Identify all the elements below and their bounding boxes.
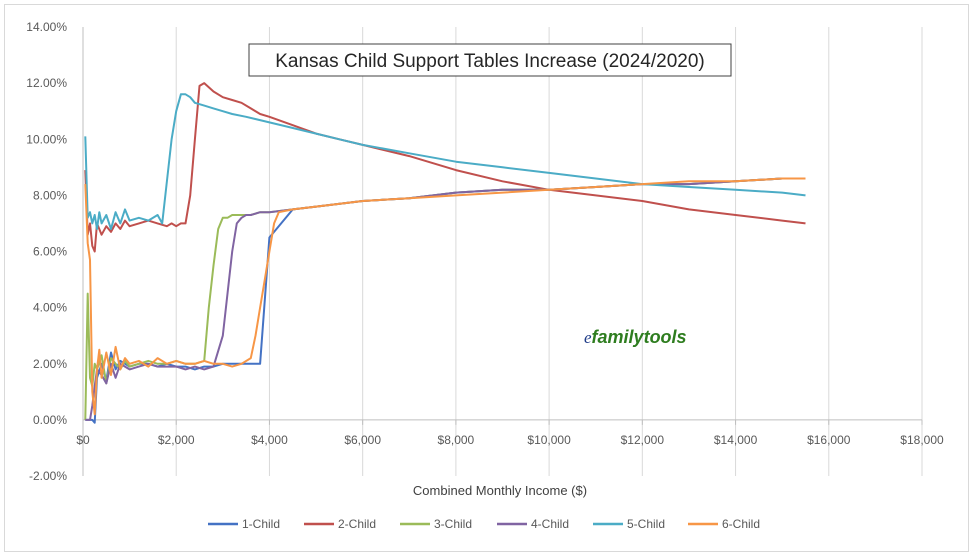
x-tick-label: $14,000 bbox=[714, 433, 758, 447]
series-line-6-child bbox=[84, 177, 806, 416]
legend-item-4-child: 4-Child bbox=[497, 517, 569, 531]
legend-label: 5-Child bbox=[627, 517, 665, 531]
y-tick-label: 10.00% bbox=[26, 132, 67, 146]
legend-label: 1-Child bbox=[242, 517, 280, 531]
x-tick-label: $8,000 bbox=[438, 433, 475, 447]
legend: 1-Child 2-Child 3-Child 4-Child 5-Child 6-Chi… bbox=[208, 517, 760, 531]
x-axis-title: Combined Monthly Income ($) bbox=[413, 483, 587, 498]
watermark-text: familytools bbox=[592, 327, 687, 347]
grid-lines bbox=[82, 27, 923, 476]
series-line-1-child bbox=[85, 177, 806, 424]
legend-item-2-child: 2-Child bbox=[304, 517, 376, 531]
y-tick-label: 12.00% bbox=[26, 76, 67, 90]
x-tick-label: $16,000 bbox=[807, 433, 851, 447]
legend-item-6-child: 6-Child bbox=[688, 517, 760, 531]
chart-title: Kansas Child Support Tables Increase (20… bbox=[248, 43, 732, 77]
watermark-e: e bbox=[584, 328, 592, 347]
series-line-2-child bbox=[84, 82, 806, 253]
y-tick-label: 2.00% bbox=[33, 357, 67, 371]
x-axis: $0 $2,000 $4,000 $6,000 $8,000 $10,000 $12,000… bbox=[76, 419, 944, 447]
legend-label: 6-Child bbox=[722, 517, 760, 531]
series-line-4-child bbox=[85, 177, 806, 421]
x-tick-label: $10,000 bbox=[527, 433, 571, 447]
svg-text:efamilytools: efamilytools bbox=[584, 327, 687, 347]
legend-label: 4-Child bbox=[531, 517, 569, 531]
series-line-5-child bbox=[84, 93, 806, 230]
legend-item-1-child: 1-Child bbox=[208, 517, 280, 531]
chart-frame bbox=[4, 4, 969, 552]
y-tick-label: 8.00% bbox=[33, 188, 67, 202]
legend-label: 2-Child bbox=[338, 517, 376, 531]
x-tick-label: $2,000 bbox=[158, 433, 195, 447]
series-lines bbox=[84, 82, 806, 424]
y-axis: -2.00% 0.00% 2.00% 4.00% 6.00% 8.00% 10.00% 12.… bbox=[26, 20, 67, 483]
x-tick-label: $6,000 bbox=[344, 433, 381, 447]
legend-item-5-child: 5-Child bbox=[593, 517, 665, 531]
x-tick-label: $12,000 bbox=[621, 433, 665, 447]
x-tick-label: $0 bbox=[76, 433, 90, 447]
y-tick-label: 14.00% bbox=[26, 20, 67, 34]
y-tick-label: 4.00% bbox=[33, 301, 67, 315]
chart-title-text: Kansas Child Support Tables Increase (20… bbox=[275, 51, 705, 72]
legend-item-3-child: 3-Child bbox=[400, 517, 472, 531]
legend-label: 3-Child bbox=[434, 517, 472, 531]
y-tick-label: 0.00% bbox=[33, 413, 67, 427]
x-tick-label: $4,000 bbox=[251, 433, 288, 447]
watermark-logo: efamilytools bbox=[584, 327, 687, 347]
x-tick-label: $18,000 bbox=[900, 433, 944, 447]
y-tick-label: -2.00% bbox=[29, 469, 67, 483]
series-line-3-child bbox=[84, 177, 806, 420]
y-tick-label: 6.00% bbox=[33, 245, 67, 259]
